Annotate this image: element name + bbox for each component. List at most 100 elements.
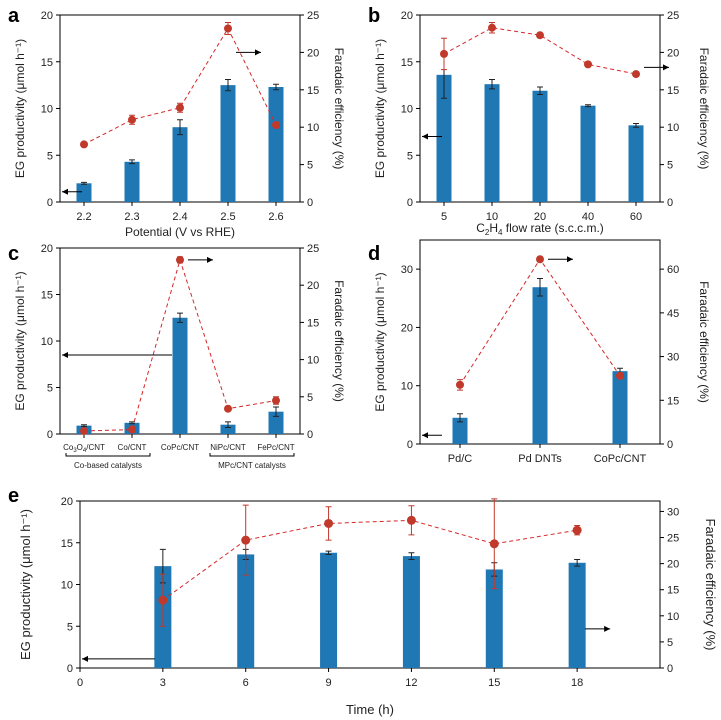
right-axis-arrow-head	[663, 64, 669, 71]
bar-error-bar	[273, 83, 279, 91]
right-axis-arrow-head	[567, 256, 573, 263]
right-tick-label: 0	[307, 197, 313, 209]
bar-error-bar	[129, 421, 135, 425]
right-tick-label: 45	[667, 308, 679, 320]
right-tick-label: 15	[667, 585, 679, 597]
left-tick-label: 20	[41, 243, 53, 255]
fe-point	[536, 31, 544, 40]
panel-b: b 0 5 10 15 20 0 5 10 15 20 25 5 10 20 40 60 C2H4 flow ra…	[368, 5, 711, 237]
left-axis-arrow-head	[422, 133, 428, 140]
left-tick-label: 0	[67, 663, 73, 675]
bar-error-bar	[489, 79, 495, 90]
left-tick-label: 15	[41, 290, 53, 302]
right-tick-label: 30	[667, 352, 679, 364]
left-tick-label: 10	[41, 336, 53, 348]
right-tick-label: 0	[667, 439, 673, 451]
panel-letter-c: c	[8, 243, 19, 265]
x-tick-label: Pd DNTs	[518, 453, 562, 465]
panel-letter-a: a	[8, 5, 20, 27]
right-tick-label: 5	[667, 637, 673, 649]
bar	[268, 411, 284, 434]
x-tick-label: FePc/CNT	[257, 443, 294, 452]
right-tick-label: 30	[667, 506, 679, 518]
group-label: Co-based catalysts	[74, 461, 142, 470]
left-tick-label: 0	[407, 197, 413, 209]
left-tick-label: 5	[407, 150, 413, 162]
right-axis-title: Faradaic efficiency (%)	[703, 519, 718, 651]
fe-point	[324, 518, 334, 528]
left-axis-arrow-head	[62, 351, 68, 358]
x-tick-label: 18	[571, 677, 583, 689]
fe-point	[584, 60, 592, 69]
left-tick-label: 0	[47, 197, 53, 209]
x-tick-label: 3	[160, 677, 166, 689]
right-axis-arrow-head	[255, 49, 261, 56]
bar	[320, 552, 338, 668]
right-tick-label: 20	[667, 47, 679, 59]
left-tick-label: 0	[407, 439, 413, 451]
x-tick-label: 5	[441, 211, 447, 223]
bar-error-bar	[177, 312, 183, 323]
right-tick-label: 10	[667, 611, 679, 623]
left-axis-title: EG productivity (μmol h⁻¹)	[18, 509, 33, 660]
bar	[220, 424, 236, 434]
right-tick-label: 10	[307, 122, 319, 134]
bar	[237, 554, 255, 668]
bar	[172, 317, 188, 434]
x-tick-label: 9	[326, 677, 332, 689]
fe-point	[572, 525, 582, 535]
right-tick-label: 15	[307, 317, 319, 329]
right-tick-label: 15	[667, 395, 679, 407]
bar-error-bar	[225, 79, 231, 92]
bar-error-bar	[537, 277, 543, 297]
right-tick-label: 15	[307, 85, 319, 97]
fe-point	[128, 425, 136, 434]
fe-point	[456, 380, 464, 389]
fe-point	[158, 595, 168, 605]
bar-error-bar	[633, 122, 639, 128]
panel-letter-e: e	[8, 485, 19, 507]
bar	[568, 562, 586, 668]
bar-error-bar	[177, 119, 183, 136]
bar	[268, 86, 284, 202]
right-tick-label: 20	[307, 47, 319, 59]
panel-e: e 0 5 10 15 20 0 5 10 15 20 25 30 0 3 6 9 12 15 18 Time (h) E…	[8, 485, 718, 717]
x-tick-label: 15	[488, 677, 500, 689]
bar-error-bar	[273, 406, 279, 417]
fe-point	[272, 396, 280, 405]
right-axis-title: Faradaic efficiency (%)	[697, 281, 711, 403]
group-bracket	[65, 453, 151, 457]
x-tick-label: NiPc/CNT	[210, 443, 246, 452]
x-tick-label: 2.3	[124, 211, 139, 223]
bar-error-bar	[537, 86, 543, 95]
bar	[484, 84, 500, 202]
fe-point	[241, 535, 251, 545]
bar	[580, 105, 596, 202]
fe-point	[176, 103, 184, 112]
group-label: MPc/CNT catalysts	[218, 461, 286, 470]
bar	[532, 90, 548, 202]
x-tick-label: Pd/C	[448, 453, 473, 465]
x-tick-label: 60	[630, 211, 642, 223]
bar-error-bar	[81, 424, 87, 428]
x-tick-label: 2.4	[172, 211, 187, 223]
right-tick-label: 25	[667, 10, 679, 22]
right-tick-label: 20	[667, 559, 679, 571]
fe-series-line	[162, 519, 578, 601]
bar-error-bar	[574, 558, 581, 567]
x-tick-label: 2.2	[76, 211, 91, 223]
bar-error-bar	[81, 181, 87, 185]
left-tick-label: 15	[401, 57, 413, 69]
panel-c: c 0 5 10 15 20 0 5 10 15 20 25 Co3O4/CNT Co/CNT CoPc/C…	[8, 243, 346, 470]
left-tick-label: 10	[41, 104, 53, 116]
left-tick-label: 10	[401, 104, 413, 116]
right-tick-label: 5	[307, 160, 313, 172]
x-axis-title: Potential (V vs RHE)	[125, 225, 235, 239]
right-tick-label: 15	[667, 85, 679, 97]
bar	[124, 161, 140, 202]
x-tick-label: 0	[77, 677, 83, 689]
fe-point	[224, 404, 232, 413]
bar	[402, 556, 420, 668]
x-axis-title: Time (h)	[346, 702, 394, 717]
bar	[532, 287, 548, 444]
